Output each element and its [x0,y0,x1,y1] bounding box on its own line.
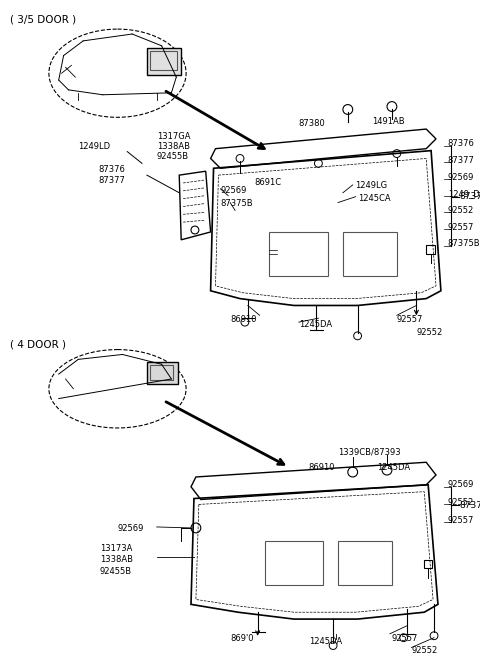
Text: 87380: 87380 [299,120,325,128]
Text: 87376: 87376 [98,166,125,174]
Bar [264,541,324,585]
Text: 13173A: 13173A [100,543,132,553]
Text: 92557: 92557 [392,634,418,643]
Text: 87377: 87377 [448,156,475,165]
Text: 92557: 92557 [397,315,423,325]
Text: 87370: 87370 [459,193,480,201]
Bar [343,232,397,276]
Text: 1249LD: 1249LD [78,142,110,151]
Text: 8691C: 8691C [255,178,282,187]
Text: 1338AB: 1338AB [100,555,133,564]
Bar [147,362,178,384]
Text: 87375B: 87375B [220,198,253,208]
Text: 92552: 92552 [411,646,438,654]
Text: 1339CB/87393: 1339CB/87393 [338,447,401,457]
Text: 92569: 92569 [448,480,474,489]
Text: 1245DA: 1245DA [377,463,410,472]
Bar [150,51,177,70]
Text: 92557: 92557 [448,223,474,231]
Text: 92552: 92552 [416,328,443,337]
Text: 1245DA: 1245DA [309,637,342,646]
Text: ( 3/5 DOOR ): ( 3/5 DOOR ) [10,14,76,24]
Text: 92552: 92552 [448,498,474,507]
Bar [269,232,328,276]
Text: 87375B: 87375B [448,239,480,248]
Text: 92455B: 92455B [156,152,189,160]
Text: 1338AB: 1338AB [156,142,190,151]
Text: 92455B: 92455B [100,567,132,576]
Text: 869'0: 869'0 [230,634,254,643]
Text: 86910: 86910 [309,463,335,472]
Bar [150,365,173,380]
Text: 1249_D: 1249_D [448,189,480,198]
Text: 92557: 92557 [448,516,474,524]
Text: 92552: 92552 [448,206,474,215]
Text: 87377: 87377 [98,176,125,185]
Text: 1317GA: 1317GA [156,132,190,141]
Text: 1491AB: 1491AB [372,118,405,126]
Text: 1245CA: 1245CA [358,194,390,203]
Text: ( 4 DOOR ): ( 4 DOOR ) [10,340,66,350]
Text: 92569: 92569 [220,186,247,195]
Text: 87370: 87370 [459,501,480,510]
Text: 86910: 86910 [230,315,257,325]
Bar [147,48,181,75]
Text: 92569: 92569 [448,173,474,181]
Text: 87376: 87376 [448,139,475,148]
Text: 92569: 92569 [118,524,144,533]
Bar [338,541,392,585]
Bar [426,244,435,254]
Text: 1249LG: 1249LG [355,181,387,190]
Bar [424,560,432,568]
Text: 1245DA: 1245DA [299,320,332,329]
